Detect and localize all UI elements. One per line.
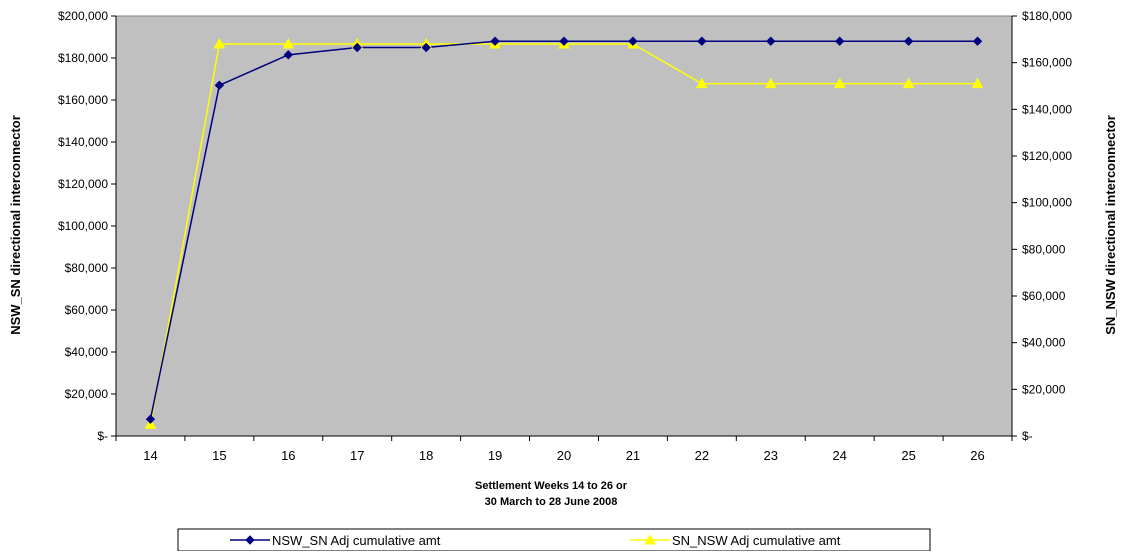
- y-right-tick-label: $60,000: [1022, 289, 1066, 303]
- series-nsw-sn-point: [559, 36, 569, 46]
- y-left-tick-label: $120,000: [58, 177, 108, 191]
- series-nsw-sn-point: [972, 36, 983, 46]
- x-tick-label: 17: [350, 448, 364, 463]
- y-left-tick-label: $-: [97, 429, 108, 443]
- y-left-tick-label: $20,000: [65, 387, 109, 401]
- series-nsw-sn-point: [214, 80, 225, 91]
- x-tick-label: 26: [970, 448, 984, 463]
- y-left-tick-label: $180,000: [58, 51, 108, 65]
- y-right-tick-label: $160,000: [1022, 56, 1072, 70]
- series-nsw-sn-point: [766, 36, 776, 46]
- y-right-tick-label: $100,000: [1022, 196, 1072, 210]
- x-tick-label: 18: [419, 448, 433, 463]
- y-left-tick-label: $100,000: [58, 219, 108, 233]
- y-right-tick-label: $20,000: [1022, 382, 1066, 396]
- series-sn-nsw-point: [833, 77, 846, 89]
- y-left-tick-label: $140,000: [58, 135, 108, 149]
- y-right-tick-label: $80,000: [1022, 242, 1066, 256]
- series-nsw-sn-point: [421, 42, 431, 53]
- x-tick-label: 22: [695, 448, 709, 463]
- series-sn-nsw-point: [764, 77, 777, 89]
- series-nsw-sn-point: [352, 42, 362, 53]
- x-tick-label: 21: [626, 448, 640, 463]
- y-right-tick-label: $140,000: [1022, 102, 1072, 116]
- legend-swatch-marker: [245, 535, 255, 545]
- x-axis-label-line2: 30 March to 28 June 2008: [485, 496, 618, 508]
- legend-label-nsw-sn: NSW_SN Adj cumulative amt: [272, 533, 441, 548]
- series-nsw-sn-point: [283, 50, 294, 60]
- series-nsw-sn-point: [145, 414, 156, 424]
- series-nsw-sn-point: [834, 36, 845, 46]
- x-tick-label: 24: [832, 448, 846, 463]
- x-tick-label: 15: [212, 448, 226, 463]
- x-axis-label-line1: Settlement Weeks 14 to 26 or: [475, 480, 628, 492]
- y-left-tick-label: $40,000: [65, 345, 109, 359]
- y-left-tick-label: $200,000: [58, 9, 108, 23]
- plot-area: [115, 15, 1013, 437]
- x-tick-label: 23: [764, 448, 778, 463]
- y-right-tick-label: $40,000: [1022, 336, 1066, 350]
- legend-swatch-marker: [644, 533, 656, 545]
- series-sn-nsw-point: [902, 77, 915, 89]
- series-sn-nsw-point: [213, 37, 226, 49]
- y-axis-left-label: NSW_SN directional interconnector: [8, 115, 23, 335]
- x-tick-label: 14: [143, 448, 157, 463]
- series-nsw-sn-point: [490, 36, 500, 46]
- x-tick-label: 25: [901, 448, 915, 463]
- y-right-tick-label: $-: [1022, 429, 1033, 443]
- series-sn-nsw-point: [695, 77, 708, 89]
- x-tick-label: 19: [488, 448, 502, 463]
- series-sn-nsw-point: [282, 37, 295, 49]
- y-left-tick-label: $60,000: [65, 303, 109, 317]
- series-nsw-sn-point: [628, 36, 638, 46]
- x-tick-label: 20: [557, 448, 571, 463]
- y-right-tick-label: $180,000: [1022, 9, 1072, 23]
- series-nsw-sn-point: [697, 36, 707, 46]
- series-nsw-sn-point: [903, 36, 914, 46]
- y-right-tick-label: $120,000: [1022, 149, 1072, 163]
- y-axis-right-label: SN_NSW directional interconnector: [1103, 115, 1118, 335]
- y-left-tick-label: $80,000: [65, 261, 109, 275]
- y-left-tick-label: $160,000: [58, 93, 108, 107]
- series-sn-nsw-point: [971, 77, 984, 89]
- legend-label-sn-nsw: SN_NSW Adj cumulative amt: [672, 533, 841, 548]
- x-tick-label: 16: [281, 448, 295, 463]
